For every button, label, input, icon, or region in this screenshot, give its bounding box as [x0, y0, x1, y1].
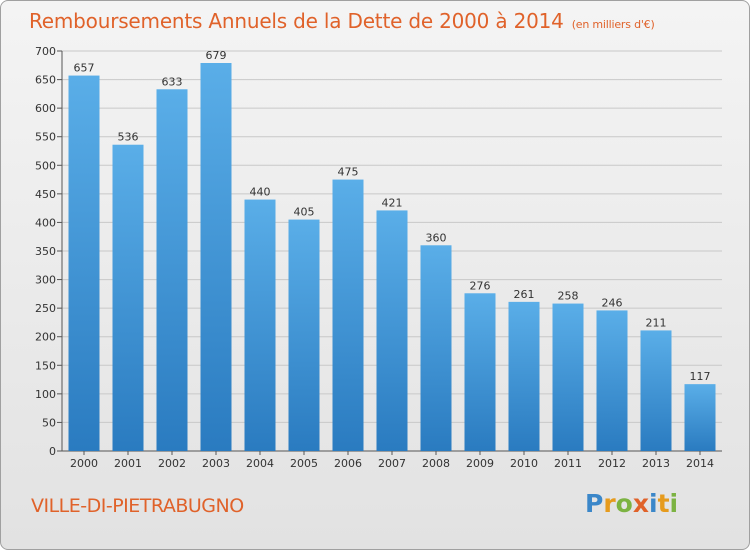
bar — [684, 384, 716, 451]
bar — [376, 210, 408, 451]
y-tick-label: 600 — [35, 102, 56, 115]
x-tick-label: 2006 — [334, 457, 362, 470]
bar — [464, 293, 496, 451]
labels: 0 50 100 150 200 250 300 350 400 450 500 550 600 650 7… — [35, 45, 714, 470]
x-tick-label: 2005 — [290, 457, 318, 470]
data-label: 276 — [470, 279, 491, 292]
data-label: 117 — [690, 370, 711, 383]
chart-title: Remboursements Annuels de la Dette de 20… — [29, 9, 564, 33]
proxiti-logo: Proxiti — [585, 489, 678, 518]
chart-subtitle: (en milliers d'€) — [571, 18, 655, 31]
data-label: 261 — [514, 288, 535, 301]
location-name: VILLE-DI-PIETRABUGNO — [31, 495, 244, 517]
bar — [112, 144, 144, 451]
bar — [508, 301, 540, 451]
y-tick-label: 350 — [35, 245, 56, 258]
y-tick-label: 0 — [49, 445, 56, 458]
data-label: 258 — [558, 290, 579, 303]
bar — [552, 303, 584, 451]
y-tick-label: 250 — [35, 302, 56, 315]
y-tick-label: 700 — [35, 45, 56, 58]
bars — [68, 63, 716, 452]
data-label: 633 — [162, 75, 183, 88]
logo-letter: i — [649, 489, 658, 518]
data-label: 679 — [206, 49, 227, 62]
data-label: 246 — [602, 296, 623, 309]
bar — [200, 63, 232, 451]
data-label: 421 — [382, 196, 403, 209]
x-tick-label: 2002 — [158, 457, 186, 470]
y-tick-label: 400 — [35, 216, 56, 229]
y-tick-label: 50 — [42, 416, 56, 429]
x-tick-label: 2001 — [114, 457, 142, 470]
bar — [596, 310, 628, 451]
x-tick-label: 2003 — [202, 457, 230, 470]
y-tick-label: 650 — [35, 74, 56, 87]
y-tick-label: 450 — [35, 188, 56, 201]
logo-letter: P — [585, 489, 604, 518]
logo-letter: x — [632, 489, 649, 518]
bar — [244, 199, 276, 451]
data-label: 405 — [294, 206, 315, 219]
y-tick-label: 500 — [35, 159, 56, 172]
bar — [68, 75, 100, 452]
logo-letter: t — [657, 489, 670, 518]
y-tick-label: 100 — [35, 388, 56, 401]
bar — [420, 245, 452, 451]
x-tick-label: 2010 — [510, 457, 538, 470]
y-tick-label: 300 — [35, 274, 56, 287]
x-tick-label: 2000 — [70, 457, 98, 470]
chart-title-block: Remboursements Annuels de la Dette de 20… — [29, 9, 655, 33]
data-label: 360 — [426, 231, 447, 244]
x-tick-label: 2011 — [554, 457, 582, 470]
x-tick-label: 2014 — [686, 457, 714, 470]
y-tick-label: 550 — [35, 131, 56, 144]
y-tick-label: 200 — [35, 331, 56, 344]
bar — [156, 89, 188, 452]
x-tick-label: 2008 — [422, 457, 450, 470]
bar — [288, 219, 320, 451]
data-label: 475 — [338, 166, 359, 179]
x-tick-label: 2007 — [378, 457, 406, 470]
data-label: 657 — [74, 62, 95, 75]
data-label: 211 — [646, 316, 667, 329]
bar — [332, 179, 364, 452]
logo-letter: i — [669, 489, 679, 518]
x-tick-label: 2009 — [466, 457, 494, 470]
bar — [640, 330, 672, 451]
x-tick-label: 2013 — [642, 457, 670, 470]
data-label: 536 — [118, 131, 139, 144]
x-tick-label: 2004 — [246, 457, 274, 470]
x-tick-label: 2012 — [598, 457, 626, 470]
logo-letter: r — [603, 489, 616, 518]
y-tick-label: 150 — [35, 359, 56, 372]
data-label: 440 — [250, 186, 271, 199]
logo-letter: o — [615, 489, 633, 518]
